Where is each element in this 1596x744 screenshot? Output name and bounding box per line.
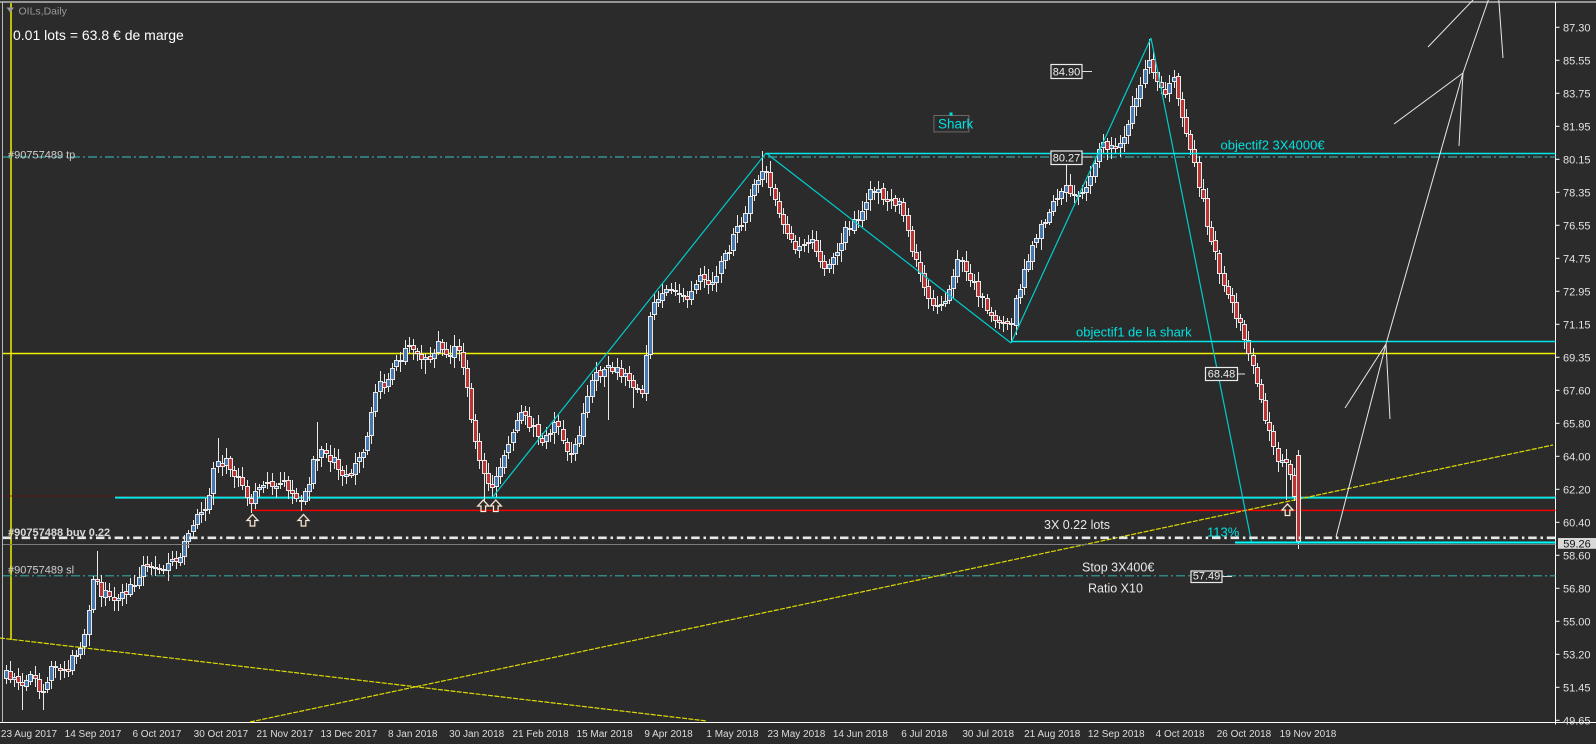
svg-text:80.27: 80.27	[1053, 152, 1081, 164]
svg-text:4 Oct 2018: 4 Oct 2018	[1156, 729, 1205, 740]
svg-text:30 Oct 2017: 30 Oct 2017	[194, 729, 249, 740]
svg-text:62.20: 62.20	[1563, 484, 1591, 496]
svg-text:78.35: 78.35	[1563, 187, 1591, 199]
svg-text:Shark: Shark	[938, 117, 974, 132]
svg-text:13 Dec 2017: 13 Dec 2017	[320, 729, 377, 740]
svg-text:84.90: 84.90	[1053, 66, 1081, 78]
svg-text:#90757488 buy 0.22: #90757488 buy 0.22	[8, 527, 110, 539]
svg-text:69.35: 69.35	[1563, 352, 1591, 364]
svg-text:0.01 lots = 63.8 € de marge: 0.01 lots = 63.8 € de marge	[13, 27, 184, 43]
svg-text:12 Sep 2018: 12 Sep 2018	[1088, 729, 1145, 740]
svg-text:83.75: 83.75	[1563, 88, 1591, 100]
svg-text:15 Mar 2018: 15 Mar 2018	[577, 729, 634, 740]
svg-text:#90757489 sl: #90757489 sl	[8, 565, 74, 577]
svg-text:49.65: 49.65	[1563, 715, 1591, 727]
svg-text:55.00: 55.00	[1563, 616, 1591, 628]
svg-text:23 May 2018: 23 May 2018	[767, 729, 825, 740]
svg-text:65.80: 65.80	[1563, 418, 1591, 430]
svg-text:1 May 2018: 1 May 2018	[706, 729, 759, 740]
svg-text:#90757489 tp: #90757489 tp	[8, 150, 75, 162]
svg-text:57.49: 57.49	[1193, 570, 1221, 582]
svg-text:14 Jun 2018: 14 Jun 2018	[833, 729, 888, 740]
svg-text:21 Feb 2018: 21 Feb 2018	[513, 729, 570, 740]
svg-text:objectif1 de la shark: objectif1 de la shark	[1076, 325, 1192, 340]
svg-text:76.55: 76.55	[1563, 220, 1591, 232]
svg-text:Stop 3X400€: Stop 3X400€	[1082, 561, 1154, 575]
svg-text:71.15: 71.15	[1563, 319, 1591, 331]
svg-text:26 Oct 2018: 26 Oct 2018	[1217, 729, 1272, 740]
svg-text:59.26: 59.26	[1563, 538, 1591, 550]
svg-text:51.45: 51.45	[1563, 682, 1591, 694]
svg-text:74.75: 74.75	[1563, 253, 1591, 265]
svg-text:81.95: 81.95	[1563, 121, 1591, 133]
svg-text:87.30: 87.30	[1563, 22, 1591, 34]
svg-text:64.00: 64.00	[1563, 451, 1591, 463]
svg-text:9 Apr 2018: 9 Apr 2018	[644, 729, 693, 740]
svg-text:19 Nov 2018: 19 Nov 2018	[1280, 729, 1337, 740]
svg-text:3X 0.22 lots: 3X 0.22 lots	[1044, 518, 1110, 532]
svg-text:60.40: 60.40	[1563, 517, 1591, 529]
svg-text:21 Aug 2018: 21 Aug 2018	[1024, 729, 1081, 740]
svg-text:30 Jan 2018: 30 Jan 2018	[449, 729, 504, 740]
svg-text:68.48: 68.48	[1208, 368, 1236, 380]
svg-text:56.80: 56.80	[1563, 583, 1591, 595]
svg-text:72.95: 72.95	[1563, 286, 1591, 298]
svg-text:14 Sep 2017: 14 Sep 2017	[65, 729, 122, 740]
svg-text:80.15: 80.15	[1563, 154, 1591, 166]
svg-text:58.60: 58.60	[1563, 550, 1591, 562]
svg-text:8 Jan 2018: 8 Jan 2018	[388, 729, 438, 740]
svg-text:53.20: 53.20	[1563, 649, 1591, 661]
svg-text:OILs,Daily: OILs,Daily	[19, 6, 68, 18]
svg-text:objectif2 3X4000€: objectif2 3X4000€	[1221, 138, 1326, 153]
svg-text:6 Oct 2017: 6 Oct 2017	[132, 729, 181, 740]
svg-text:Ratio X10: Ratio X10	[1088, 582, 1143, 596]
svg-text:67.60: 67.60	[1563, 385, 1591, 397]
svg-text:21 Nov 2017: 21 Nov 2017	[256, 729, 313, 740]
svg-text:113%: 113%	[1207, 525, 1240, 540]
svg-text:6 Jul 2018: 6 Jul 2018	[901, 729, 948, 740]
svg-text:23 Aug 2017: 23 Aug 2017	[1, 729, 58, 740]
svg-text:30 Jul 2018: 30 Jul 2018	[962, 729, 1014, 740]
svg-text:85.55: 85.55	[1563, 55, 1591, 67]
